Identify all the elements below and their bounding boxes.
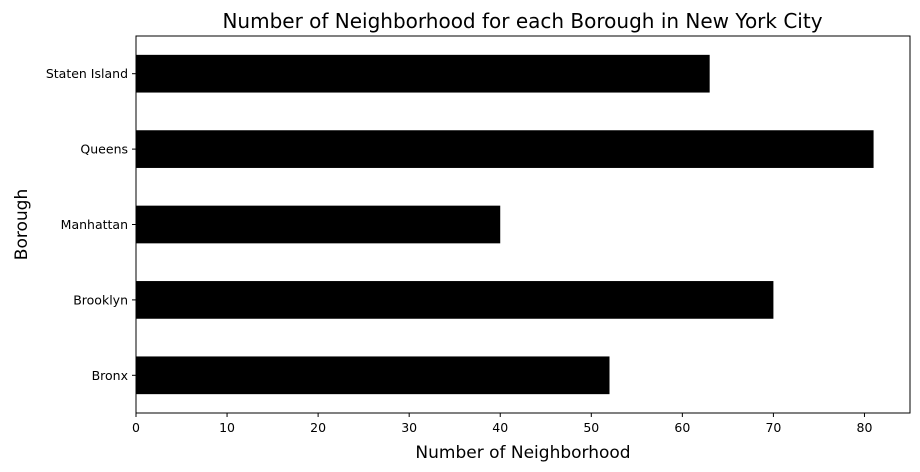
bars-group [136,54,874,395]
chart-title: Number of Neighborhood for each Borough … [222,9,822,33]
y-tick-label: Staten Island [46,66,128,81]
bar-bronx [136,356,610,395]
y-tick-label: Queens [80,142,128,157]
y-tick-label: Bronx [92,368,128,383]
y-tick-label: Brooklyn [73,292,128,307]
x-tick-label: 70 [765,420,781,435]
x-tick-label: 0 [132,420,140,435]
bar-staten-island [136,54,710,93]
y-tick-label: Manhattan [61,217,128,232]
x-axis-label: Number of Neighborhood [415,443,630,463]
x-tick-label: 40 [492,420,508,435]
y-axis-label: Borough [12,189,32,260]
bar-manhattan [136,205,501,244]
x-tick-label: 30 [401,420,417,435]
x-tick-label: 80 [857,420,873,435]
x-tick-label: 10 [219,420,235,435]
bar-brooklyn [136,281,774,319]
x-tick-label: 20 [310,420,326,435]
x-tick-label: 50 [583,420,599,435]
x-axis-ticks: 0 10 20 30 40 50 60 70 80 [132,413,872,435]
y-axis-ticks: Bronx Brooklyn Manhattan Queens Staten Islan… [46,66,136,383]
x-tick-label: 60 [674,420,690,435]
bar-queens [136,130,874,168]
plot-area-frame [135,35,911,414]
